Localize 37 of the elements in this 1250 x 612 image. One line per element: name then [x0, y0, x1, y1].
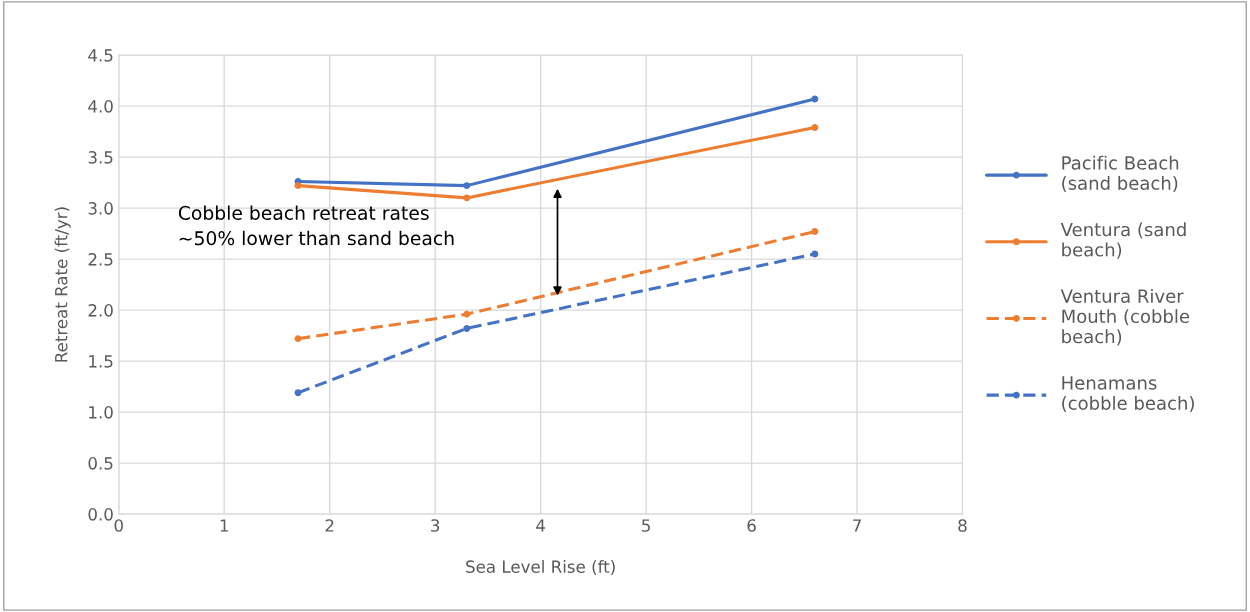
x-tick-label: 7 — [853, 519, 861, 532]
point — [463, 182, 471, 190]
y-tick-label: 2.5 — [88, 253, 113, 266]
x-tick-label: 8 — [958, 519, 967, 532]
point — [811, 124, 819, 131]
point — [294, 335, 302, 343]
y-tick-label: 3.5 — [88, 151, 113, 164]
point — [811, 95, 819, 103]
y-tick-label: 0.5 — [88, 457, 113, 470]
y-tick-label: 1.0 — [89, 406, 113, 419]
point — [294, 182, 302, 190]
y-tick-label: 4.5 — [88, 49, 113, 62]
legend-label: Henamans (cobble beach) — [1062, 376, 1194, 413]
x-tick-label: 5 — [642, 519, 650, 532]
x-tick-label: 3 — [431, 519, 440, 532]
x-tick-label: 4 — [536, 519, 545, 532]
x-tick-label: 1 — [220, 519, 228, 532]
legend-label: Ventura (sand beach) — [1060, 222, 1186, 259]
legend-label: Pacific Beach (sand beach) — [1062, 155, 1179, 193]
point — [811, 228, 819, 236]
y-tick-label: 4.0 — [88, 100, 113, 113]
y-tick-label: 0.0 — [88, 508, 113, 521]
legend-label: Ventura River Mouth (cobble beach) — [1060, 288, 1190, 346]
y-axis-title: Retreat Rate (ft/yr) — [54, 207, 71, 362]
x-axis-title: Sea Level Rise (ft) — [466, 560, 615, 575]
x-tick-label: 2 — [325, 519, 334, 532]
annotation: Cobble beach retreat rates ~50% lower than sand beach — [178, 205, 454, 246]
point — [811, 250, 819, 258]
point — [463, 194, 471, 202]
point — [294, 389, 302, 397]
y-tick-label: 3.0 — [88, 202, 113, 215]
point — [463, 324, 471, 332]
x-tick-label: 0 — [114, 519, 123, 532]
x-tick-label: 6 — [747, 519, 756, 532]
y-tick-label: 2.0 — [88, 304, 113, 317]
y-tick-label: 1.5 — [89, 355, 113, 368]
point — [463, 310, 471, 318]
